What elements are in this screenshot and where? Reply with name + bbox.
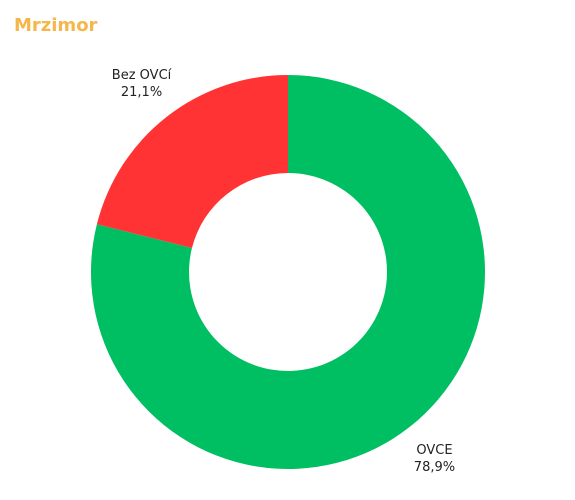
value-label: 78,9% — [414, 460, 455, 475]
chart-title: Mrzimor — [14, 15, 98, 36]
donut-segment — [91, 75, 485, 470]
value-label: 21,1% — [121, 85, 162, 100]
segment-label: OVCE — [416, 443, 452, 458]
donut-segment — [96, 75, 288, 248]
segment-label: Bez OVCí — [112, 68, 172, 83]
